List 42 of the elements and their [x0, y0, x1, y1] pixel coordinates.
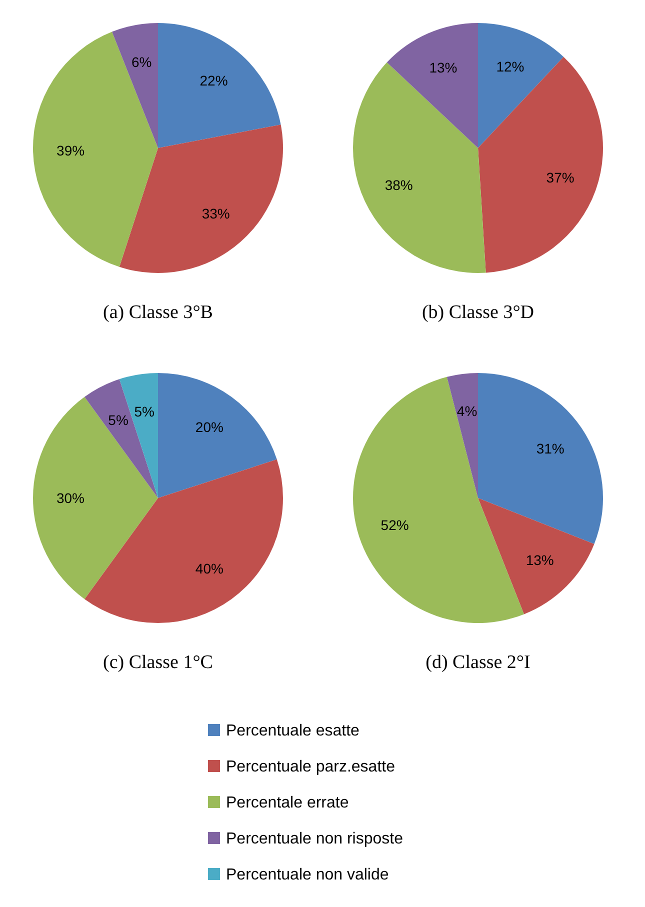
data-label: 20% — [195, 419, 224, 436]
pie-slice — [119, 124, 283, 273]
legend-label: Percentuale non risposte — [226, 830, 404, 848]
pie-slice — [33, 396, 158, 600]
pie-slice — [158, 23, 281, 148]
legend-label: Percentuale esatte — [226, 722, 360, 740]
pie-slice — [84, 379, 158, 498]
text: (c) Classe 1°C — [103, 652, 213, 673]
data-label: 5% — [134, 403, 154, 420]
pie-slice — [158, 373, 277, 498]
pie-slice — [353, 62, 486, 273]
data-label: 13% — [429, 60, 458, 76]
pie-slice — [478, 498, 594, 614]
legend-label: Percentuale non valide — [226, 866, 389, 884]
data-label: 40% — [195, 560, 224, 577]
pie-slice — [446, 373, 478, 498]
data-label: 12% — [496, 58, 524, 75]
text: (a) Classe 3°B — [103, 302, 213, 323]
data-label: 33% — [202, 206, 230, 222]
pie-slice — [353, 376, 524, 623]
data-label: 13% — [526, 552, 554, 568]
data-label: 52% — [380, 516, 409, 533]
data-label: 22% — [200, 72, 228, 88]
text: (b) Classe 3°D — [422, 302, 534, 323]
data-label: 6% — [131, 54, 152, 70]
legend-label: Percentuale parz.esatte — [226, 758, 396, 776]
text: (d) Classe 2°I — [426, 652, 530, 673]
pie-slice — [84, 459, 283, 623]
data-label: 5% — [108, 412, 128, 428]
data-label: 38% — [384, 177, 413, 194]
pie-slice — [33, 32, 158, 267]
legend-label: Percentale errate — [226, 794, 349, 812]
data-label: 37% — [546, 170, 574, 186]
pie-slice — [386, 23, 478, 148]
pie-slice — [112, 23, 158, 148]
data-label: 30% — [56, 490, 85, 506]
data-label: 4% — [456, 403, 478, 420]
pie-slice — [478, 23, 564, 148]
data-label: 39% — [56, 142, 85, 159]
data-label: 31% — [536, 440, 564, 457]
pie-slice — [478, 56, 603, 273]
pie-slice — [478, 373, 603, 544]
